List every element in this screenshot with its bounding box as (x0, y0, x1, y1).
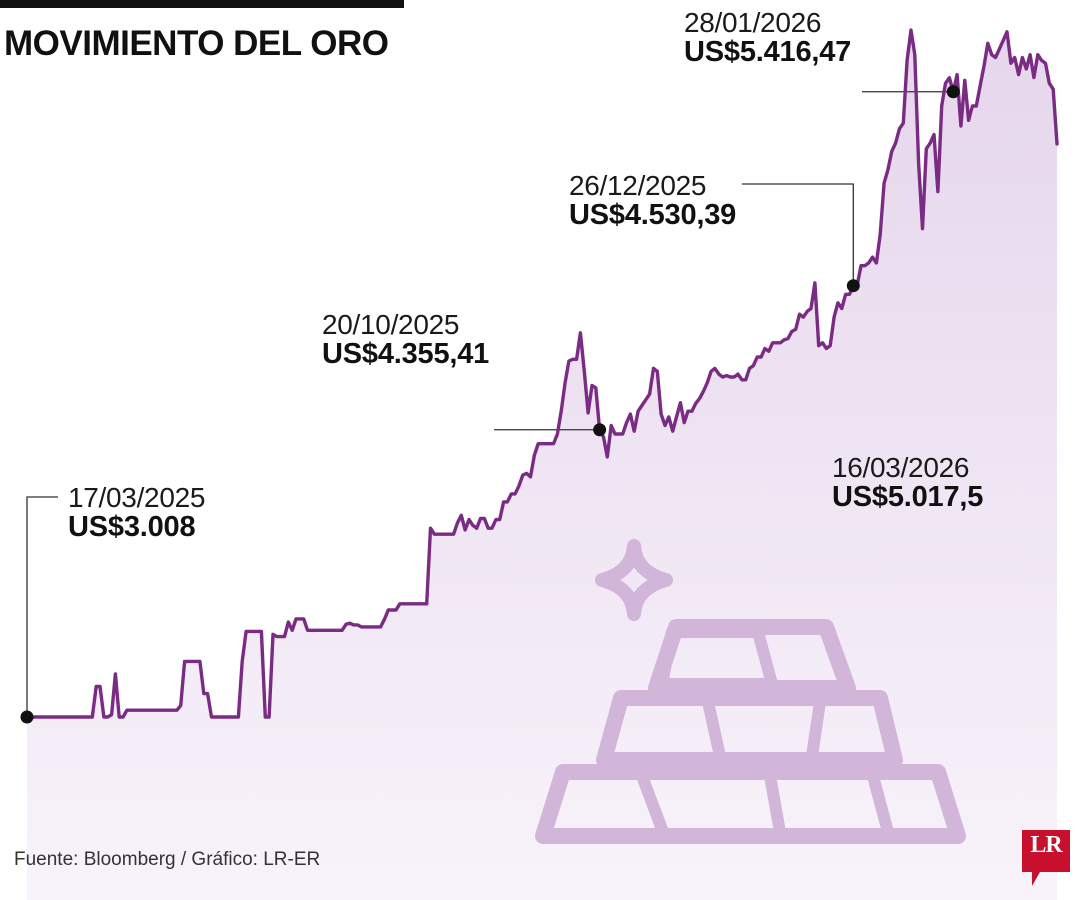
lr-logo: LR (1022, 830, 1070, 893)
annotation-leaders (26, 92, 954, 717)
annotation-date: 17/03/2025 (68, 482, 206, 513)
annotation-point (846, 279, 860, 293)
annotation-end: 16/03/2026 US$5.017,5 (832, 452, 984, 513)
annotation-value: US$3.008 (68, 510, 196, 543)
annotation-date: 26/12/2025 (569, 170, 707, 201)
price-line (25, 28, 1059, 719)
annotation-value: US$4.530,39 (569, 198, 737, 231)
annotation-point (20, 710, 34, 724)
lr-logo-text: LR (1030, 832, 1062, 858)
title-bar (0, 0, 404, 8)
source-credit: Fuente: Bloomberg / Gráfico: LR-ER (14, 849, 321, 870)
annotation-start: 17/03/2025 US$3.008 (68, 482, 206, 543)
annotation-leader-line (742, 183, 854, 286)
annotation-date: 28/01/2026 (684, 7, 822, 38)
annotation-markers (20, 85, 960, 724)
chart-title: MOVIMIENTO DEL ORO (4, 24, 389, 63)
annotation-oct-peak: 20/10/2025 US$4.355,41 (322, 309, 490, 370)
lr-logo-badge (1022, 830, 1070, 886)
annotation-value: US$5.017,5 (832, 480, 984, 513)
annotation-leader-line (26, 496, 58, 717)
annotation-date: 16/03/2026 (832, 452, 970, 483)
annotation-date: 20/10/2025 (322, 309, 460, 340)
gold-bars-icon (535, 539, 966, 844)
annotation-point (593, 423, 607, 437)
annotation-value: US$5.416,47 (684, 35, 852, 68)
annotation-jan-peak: 28/01/2026 US$5.416,47 (684, 7, 852, 68)
annotation-point (946, 85, 960, 99)
annotation-value: US$4.355,41 (322, 337, 490, 370)
annotation-dec-peak: 26/12/2025 US$4.530,39 (569, 170, 737, 231)
